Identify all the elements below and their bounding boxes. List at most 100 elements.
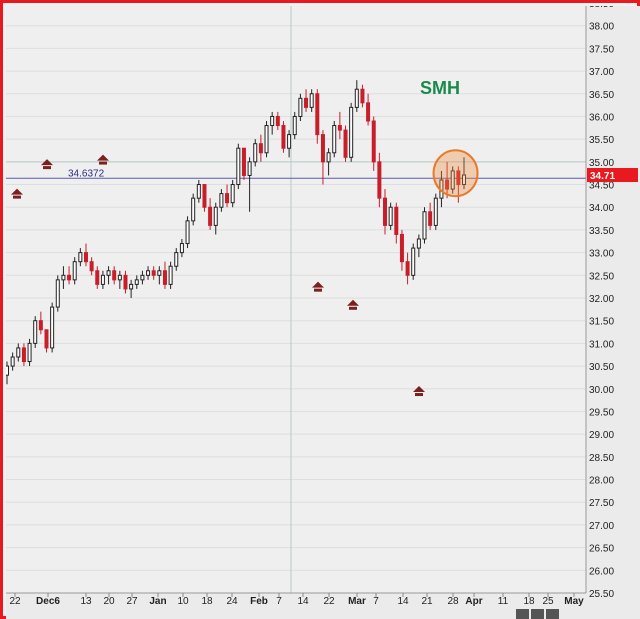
candle-body (416, 238, 421, 249)
candle-body (10, 356, 15, 367)
candle-body (377, 161, 382, 199)
x-tick-label: 27 (126, 596, 138, 607)
signal-marker (97, 154, 109, 161)
candle-body (44, 329, 49, 349)
x-tick-label: Mar (348, 596, 366, 607)
candle-body (264, 125, 269, 154)
candle-body (89, 261, 94, 272)
zoom-button[interactable] (546, 609, 559, 619)
candle-body (281, 125, 286, 149)
x-tick-label: 7 (276, 596, 282, 607)
y-tick-label: 36.50 (589, 90, 614, 101)
plot-background (6, 6, 586, 593)
candle-body (405, 261, 410, 276)
y-axis-labels: 25.50 26.00 26.50 27.00 27.50 28.00 28.50 29.00… (589, 6, 614, 600)
candle-body (247, 161, 252, 176)
candle-body (225, 193, 230, 204)
signal-marker-base (99, 161, 107, 165)
candle-body (383, 197, 388, 226)
y-tick-label: 30.50 (589, 362, 614, 373)
y-tick-label: 29.00 (589, 430, 614, 441)
candle-body (50, 306, 55, 349)
candle-body (162, 270, 167, 285)
y-tick-label: 36.00 (589, 112, 614, 123)
candle-body (326, 152, 331, 163)
x-tick-label: 14 (397, 596, 409, 607)
x-tick-label: 25 (542, 596, 554, 607)
signal-marker (41, 159, 53, 166)
candle-body (213, 206, 218, 226)
chart: 25.50 26.00 26.50 27.00 27.50 28.00 28.50 29.00… (6, 6, 640, 619)
candle-body (151, 270, 156, 276)
scroll-left-button[interactable] (516, 609, 529, 619)
highlight-circle (432, 149, 479, 198)
last-price-label: 34.71 (587, 168, 638, 183)
scroll-right-button[interactable] (531, 609, 544, 619)
candle-body (433, 197, 438, 226)
candle-body (230, 184, 235, 204)
last-price-value: 34.71 (590, 171, 615, 182)
candle-body (399, 233, 404, 263)
candle-body (129, 283, 134, 290)
candle-body (16, 347, 21, 358)
candle-body (456, 170, 461, 186)
candle-body (349, 106, 354, 158)
x-tick-label: 18 (523, 596, 535, 607)
candle-body (191, 197, 196, 222)
y-tick-label: 35.00 (589, 158, 614, 169)
x-tick-label: 11 (498, 596, 509, 607)
x-tick-label: 21 (421, 596, 433, 607)
candle-body (202, 184, 207, 208)
y-tick-label: 32.00 (589, 294, 614, 305)
candle-body (236, 147, 241, 186)
candle-body (21, 347, 26, 363)
y-tick-label: 38.50 (589, 6, 614, 10)
candle-body (428, 211, 433, 226)
candle-body (388, 206, 393, 226)
candle-body (55, 279, 60, 308)
x-tick-label: 7 (373, 596, 379, 607)
candle-body (140, 274, 145, 281)
candle-body (185, 220, 190, 245)
x-axis-labels: 22 Dec6 13 20 27 Jan 10 18 24 Feb 7 14 22 Mar 7 14 21 28 A… (9, 593, 584, 607)
candle-body (157, 270, 162, 276)
candle-body (343, 129, 348, 158)
y-tick-label: 34.50 (589, 181, 614, 192)
x-tick-label: Feb (250, 596, 268, 607)
y-tick-label: 34.00 (589, 203, 614, 214)
candle-body (174, 252, 179, 267)
y-tick-label: 28.00 (589, 476, 614, 487)
x-tick-label: 14 (297, 596, 309, 607)
y-tick-label: 29.50 (589, 407, 614, 418)
x-tick-label: May (564, 596, 584, 607)
candle-body (27, 342, 32, 363)
candle-body (61, 274, 66, 281)
signal-marker-base (415, 393, 423, 397)
last-price-box (587, 168, 638, 183)
candle-body (394, 206, 399, 235)
x-tick-label: Dec6 (36, 596, 60, 607)
candle-body (67, 274, 72, 281)
signal-marker (347, 299, 359, 306)
candle-body (320, 134, 325, 163)
markers (11, 154, 425, 397)
candle-body (422, 211, 427, 240)
candle-body (100, 274, 105, 285)
candle-body (106, 270, 111, 276)
y-tick-label: 28.50 (589, 453, 614, 464)
candle-body (292, 115, 297, 136)
y-tick-label: 37.50 (589, 44, 614, 55)
x-tick-label: 10 (177, 596, 189, 607)
y-tick-label: 32.50 (589, 271, 614, 282)
scroll-controls[interactable] (516, 609, 559, 619)
y-axis-panel (586, 6, 640, 619)
x-tick-label: Apr (465, 596, 482, 607)
x-tick-label: Jan (149, 596, 166, 607)
y-tick-label: 35.50 (589, 135, 614, 146)
signal-marker-base (43, 166, 51, 170)
candle-body (298, 97, 303, 117)
candle-body (354, 88, 359, 108)
candle-body (332, 125, 337, 154)
candle-body (72, 261, 77, 281)
x-tick-label: 18 (201, 596, 213, 607)
